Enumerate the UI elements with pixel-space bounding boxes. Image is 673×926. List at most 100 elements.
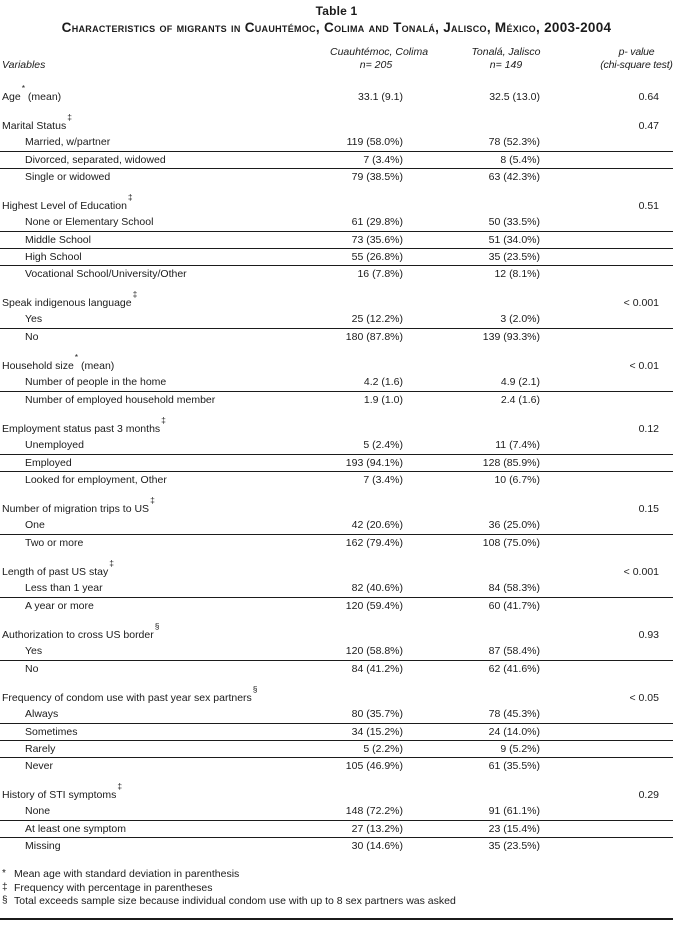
- section-label-cell: Household size* (mean): [0, 353, 330, 374]
- value-cell-tonala: 4.9 (2.1): [422, 374, 590, 392]
- spacer-cell: [0, 774, 673, 786]
- spacer-cell: [0, 614, 673, 626]
- row-label-cell: Number of employed household member: [25, 393, 216, 406]
- table-caption: Characteristics of migrants in Cuauhtémo…: [61, 20, 612, 35]
- section-label: Age: [2, 90, 21, 103]
- data-row: Sometimes 34 (15.2%) 24 (14.0%): [0, 723, 673, 741]
- value-cell-cuauhtemoc: [330, 357, 422, 374]
- value-cell-cuauhtemoc: 120 (59.4%): [345, 599, 403, 612]
- value-cell-cuauhtemoc: 7 (3.4%): [363, 473, 403, 486]
- value-cell-tonala: [422, 500, 590, 517]
- section-spacer: [0, 105, 673, 117]
- p-value-cell-empty: [590, 151, 673, 169]
- section-label-suffix: (mean): [78, 359, 115, 372]
- section-header-row: Number of migration trips to US‡ 0.15: [0, 496, 673, 517]
- value-cell-cuauhtemoc: 105 (46.9%): [345, 759, 403, 772]
- row-label-cell: Less than 1 year: [0, 580, 330, 598]
- value-cell-cuauhtemoc: 5 (2.4%): [330, 437, 422, 455]
- section-footnote-marker: *: [74, 352, 79, 362]
- row-label-cell: No: [25, 662, 39, 675]
- row-label-cell: High School: [0, 248, 330, 266]
- value-cell-tonala: [422, 786, 590, 803]
- row-label-cell: Never: [25, 759, 54, 772]
- row-label-cell: Vocational School/University/Other: [25, 267, 187, 280]
- value-cell-tonala: 51 (34.0%): [422, 231, 590, 249]
- section-header-row: Highest Level of Education‡ 0.51: [0, 193, 673, 214]
- value-cell-tonala: 108 (75.0%): [482, 536, 540, 549]
- p-value-cell: 0.12: [638, 422, 659, 435]
- row-label-cell: Middle School: [0, 231, 330, 249]
- section-label-cell: Employment status past 3 months‡: [0, 416, 330, 437]
- spacer-cell: [0, 488, 673, 500]
- value-cell-tonala: 35 (23.5%): [488, 839, 540, 852]
- row-label-cell: A year or more: [25, 599, 94, 612]
- value-cell-tonala: 61 (35.5%): [488, 759, 540, 772]
- data-row: Always 80 (35.7%) 78 (45.3%): [0, 706, 673, 724]
- value-cell-cuauhtemoc: 61 (29.8%): [330, 214, 422, 232]
- value-cell-tonala: [422, 294, 590, 311]
- row-label-cell: Always: [0, 706, 330, 724]
- data-row: Number of employed household member 1.9 (…: [0, 391, 673, 408]
- value-cell-tonala: 10 (6.7%): [494, 473, 540, 486]
- section-label: Authorization to cross US border: [2, 628, 154, 641]
- value-cell-tonala: 8 (5.4%): [422, 151, 590, 169]
- p-value-cell-empty: [590, 723, 673, 741]
- footnote-section: § Total exceeds sample size because indiv…: [2, 895, 673, 909]
- footnote-text: Mean age with standard deviation in pare…: [14, 868, 240, 880]
- section-header-row: Employment status past 3 months‡ 0.12: [0, 416, 673, 437]
- section-label-cell: History of STI symptoms‡: [0, 782, 330, 803]
- header-group2-name: Tonalá, Jalisco: [471, 46, 541, 58]
- section-label: Household size: [2, 359, 74, 372]
- section-footnote-marker: ‡: [67, 112, 72, 122]
- footnote-text: Frequency with percentage in parentheses: [14, 881, 213, 894]
- footnotes: * Mean age with standard deviation in par…: [0, 868, 673, 909]
- value-cell-cuauhtemoc: 30 (14.6%): [351, 839, 403, 852]
- spacer-cell: [0, 345, 673, 357]
- data-row: A year or more 120 (59.4%) 60 (41.7%): [0, 597, 673, 614]
- p-value-cell-empty: [590, 820, 673, 838]
- p-value-cell-empty: [590, 757, 673, 774]
- p-value-cell: 0.15: [638, 502, 659, 515]
- value-cell-cuauhtemoc: 1.9 (1.0): [363, 393, 403, 406]
- value-cell-cuauhtemoc: 16 (7.8%): [357, 267, 403, 280]
- section-label-cell: Authorization to cross US border§: [0, 622, 330, 643]
- p-value-cell: 0.47: [638, 119, 659, 132]
- p-value-cell-empty: [590, 248, 673, 266]
- header-group-cuauhtemoc: Cuauhtémoc, Colima n= 205: [330, 46, 428, 72]
- section-label-cell: Marital Status‡: [0, 113, 330, 134]
- value-cell-cuauhtemoc: [330, 117, 422, 134]
- footnote-marker: *: [2, 868, 6, 879]
- row-label-cell: Yes: [0, 311, 330, 329]
- value-cell-tonala: 11 (7.4%): [422, 437, 590, 455]
- section-header-row: Speak indigenous language‡ < 0.001: [0, 290, 673, 311]
- p-value-cell-empty: [590, 391, 673, 408]
- p-value-cell-empty: [590, 643, 673, 661]
- spacer-cell: [0, 185, 673, 197]
- data-row: No 180 (87.8%) 139 (93.3%): [0, 328, 673, 345]
- value-cell-tonala: 12 (8.1%): [494, 267, 540, 280]
- value-cell-cuauhtemoc: [330, 563, 422, 580]
- value-cell-cuauhtemoc: 120 (58.8%): [330, 643, 422, 661]
- footnote-doubledagger: ‡ Frequency with percentage in parenthese…: [2, 882, 673, 896]
- row-label-cell: Number of people in the home: [0, 374, 330, 392]
- section-header-row: Length of past US stay‡ < 0.001: [0, 559, 673, 580]
- value-cell-tonala: [422, 420, 590, 437]
- p-value-cell-empty: [590, 534, 673, 551]
- section-spacer: [0, 185, 673, 197]
- data-row: Rarely 5 (2.2%) 9 (5.2%): [0, 740, 673, 758]
- table-body: Age* (mean) 33.1 (9.1) 32.5 (13.0) 0.64 Mari…: [0, 84, 673, 854]
- row-label-cell: Married, w/partner: [0, 134, 330, 152]
- value-cell-tonala: 2.4 (1.6): [500, 393, 540, 406]
- value-cell-cuauhtemoc: [330, 197, 422, 214]
- data-row: Vocational School/University/Other 16 (7.…: [0, 265, 673, 282]
- header-p-test: (chi-square test): [600, 59, 673, 71]
- value-cell-cuauhtemoc: [330, 420, 422, 437]
- section-spacer: [0, 677, 673, 689]
- header-group1-n: n= 205: [359, 59, 393, 71]
- data-row: None or Elementary School 61 (29.8%) 50 (3…: [0, 214, 673, 232]
- p-value-cell: 0.64: [638, 90, 659, 103]
- spacer-cell: [0, 408, 673, 420]
- value-cell-tonala: 78 (52.3%): [422, 134, 590, 152]
- value-cell-tonala: 32.5 (13.0): [489, 90, 540, 103]
- header-p-value: p- value (chi-square test): [590, 46, 673, 72]
